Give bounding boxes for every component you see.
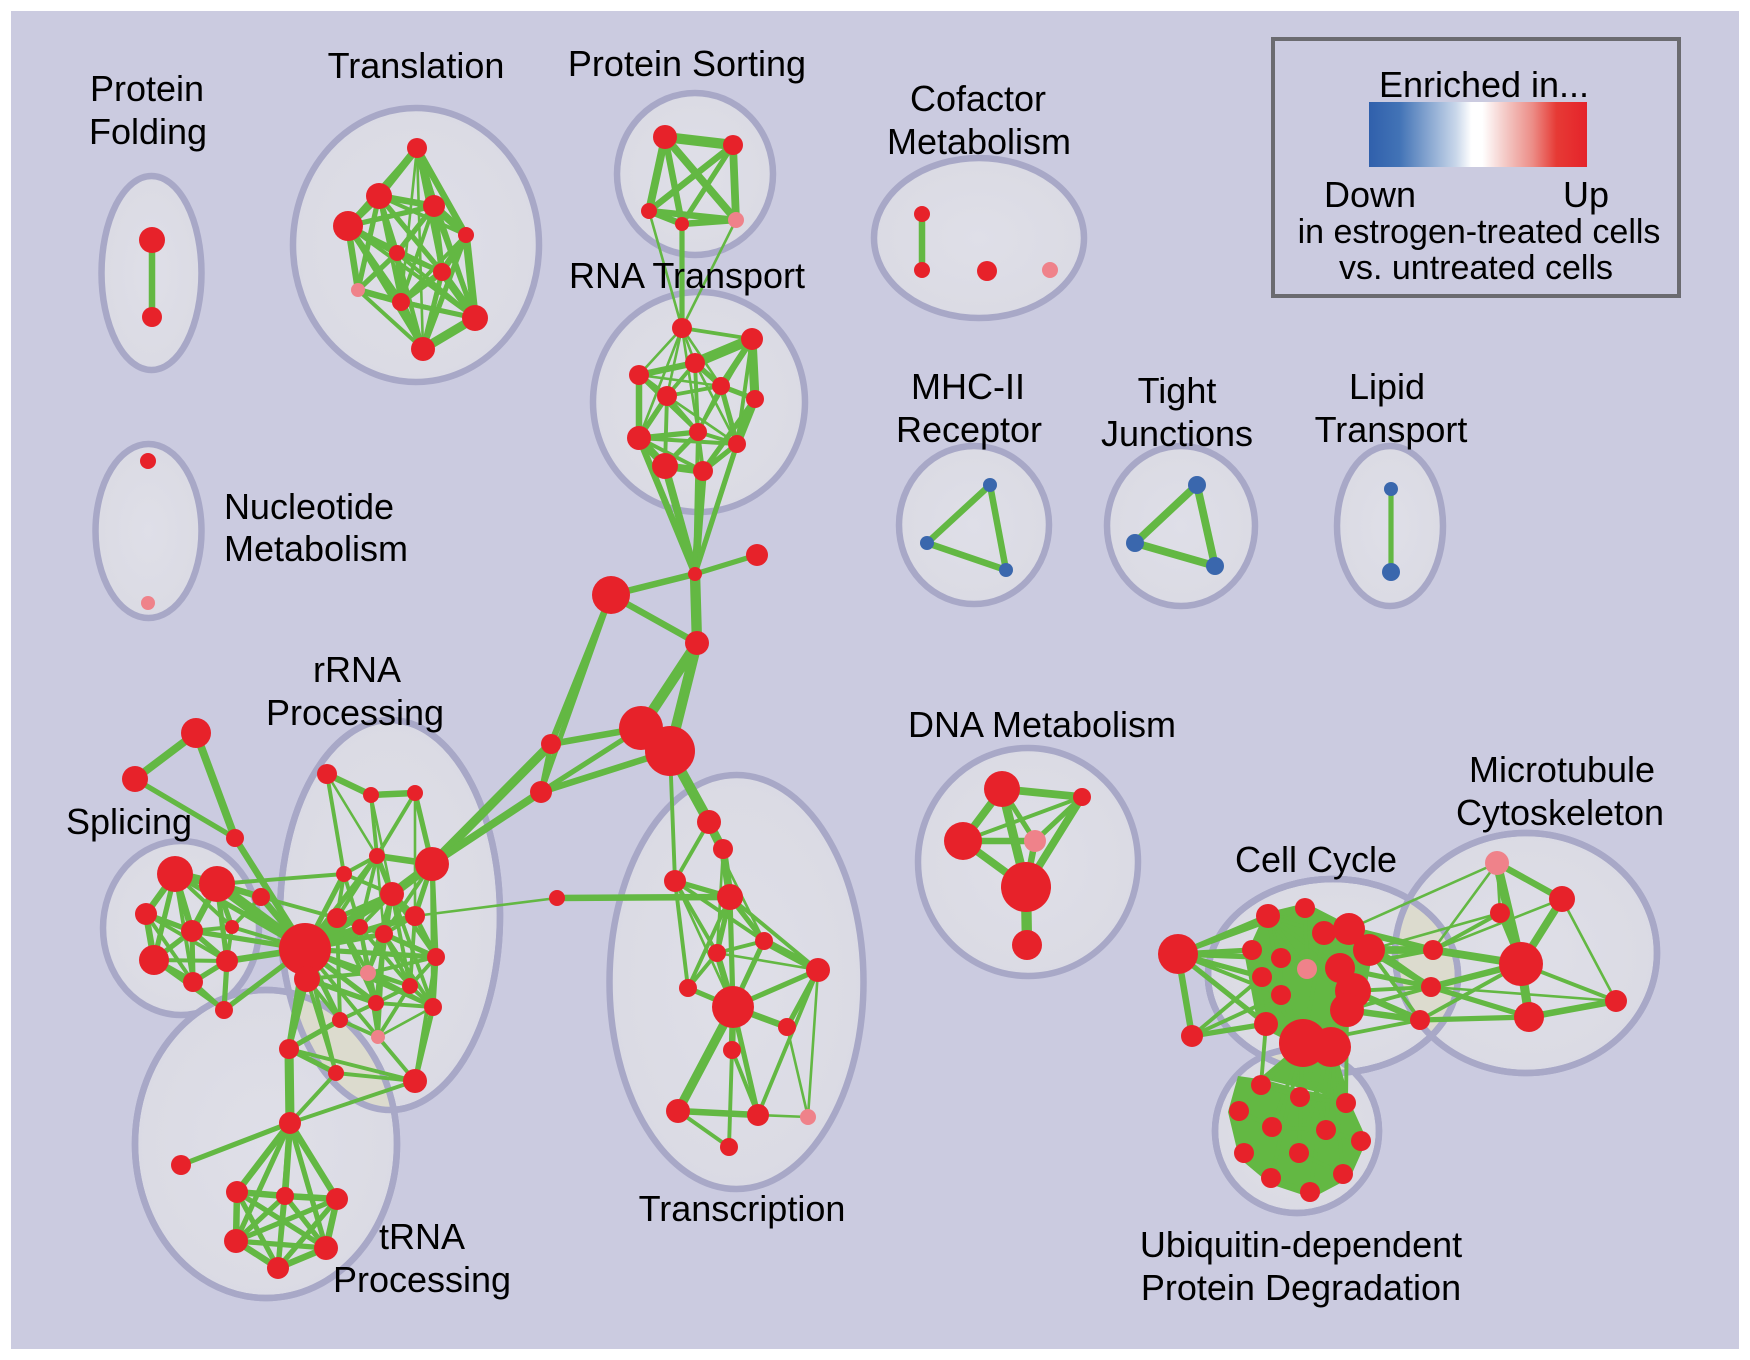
- svg-text:Protein Sorting: Protein Sorting: [568, 43, 806, 84]
- svg-text:Nucleotide: Nucleotide: [224, 486, 394, 527]
- svg-text:Splicing: Splicing: [66, 801, 192, 842]
- svg-text:Tight: Tight: [1138, 370, 1217, 411]
- svg-text:Metabolism: Metabolism: [224, 528, 408, 569]
- svg-text:Folding: Folding: [89, 111, 207, 152]
- svg-text:Up: Up: [1563, 174, 1609, 215]
- svg-text:Junctions: Junctions: [1101, 413, 1253, 454]
- svg-text:RNA Transport: RNA Transport: [569, 255, 805, 296]
- svg-text:rRNA: rRNA: [313, 649, 401, 690]
- svg-text:DNA Metabolism: DNA Metabolism: [908, 704, 1176, 745]
- svg-text:Cell Cycle: Cell Cycle: [1235, 839, 1397, 880]
- svg-text:Processing: Processing: [333, 1259, 511, 1300]
- svg-text:Ubiquitin-dependent: Ubiquitin-dependent: [1140, 1224, 1462, 1265]
- svg-text:Cytoskeleton: Cytoskeleton: [1456, 792, 1664, 833]
- svg-text:MHC-II: MHC-II: [911, 366, 1025, 407]
- svg-text:Translation: Translation: [328, 45, 505, 86]
- svg-text:Protein Degradation: Protein Degradation: [1141, 1267, 1461, 1308]
- svg-text:vs. untreated cells: vs. untreated cells: [1339, 249, 1613, 287]
- svg-text:tRNA: tRNA: [379, 1216, 465, 1257]
- svg-text:Protein: Protein: [90, 68, 204, 109]
- svg-text:Receptor: Receptor: [896, 409, 1042, 450]
- svg-text:Metabolism: Metabolism: [887, 121, 1071, 162]
- svg-text:Lipid: Lipid: [1349, 366, 1425, 407]
- svg-text:Microtubule: Microtubule: [1469, 749, 1655, 790]
- svg-text:Processing: Processing: [266, 692, 444, 733]
- svg-text:in estrogen-treated cells: in estrogen-treated cells: [1298, 213, 1661, 251]
- svg-text:Transcription: Transcription: [639, 1188, 846, 1229]
- svg-text:Transport: Transport: [1315, 409, 1468, 450]
- svg-text:Down: Down: [1324, 174, 1416, 215]
- svg-text:Enriched in...: Enriched in...: [1379, 64, 1589, 105]
- svg-text:Cofactor: Cofactor: [910, 78, 1046, 119]
